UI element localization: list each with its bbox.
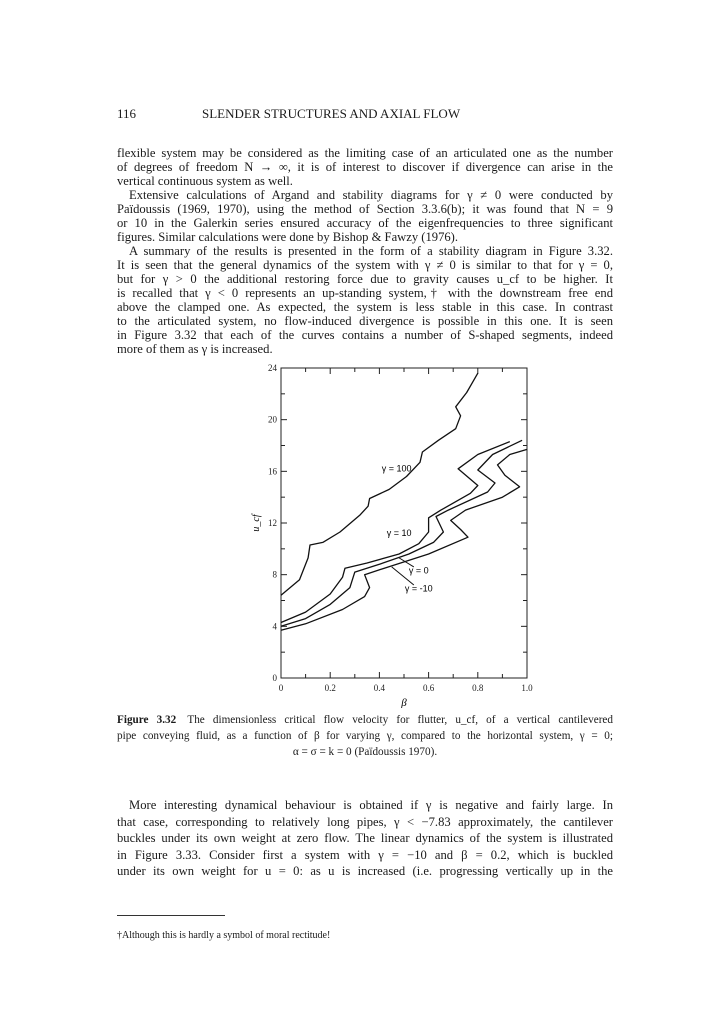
y-tick-label: 20 [268,415,278,425]
text-line: but for γ > 0 the additional restoring f… [117,272,613,286]
x-tick-label: 0.4 [374,683,386,693]
x-axis-label: β [400,697,407,708]
pointer-line [398,557,415,568]
x-tick-label: 0 [279,683,284,693]
running-title: SLENDER STRUCTURES AND AXIAL FLOW [202,106,461,121]
caption-line: α = σ = k = 0 (Païdoussis 1970). [292,746,438,758]
text-line: of degrees of freedom N → ∞, it is of in… [117,160,613,174]
text-line: figures. Similar calculations were done … [117,230,459,244]
text-line: more of them as γ is increased. [117,342,273,356]
y-tick-label: 0 [273,673,278,683]
caption-line: pipe conveying fluid, as a function of β… [117,730,613,742]
text-line: It is seen that the general dynamics of … [117,258,613,272]
text-line: in Figure 3.33. Consider first a system … [117,848,613,862]
text-line: vertical continuous system as well. [117,174,293,188]
text-line: is recalled that γ < 0 represents an up-… [117,286,613,300]
text-line: under its own weight for u = 0: as u is … [117,864,613,878]
text-line: above the clamped one. As expected, the … [117,300,613,314]
text-line: or 10 in the Galerkin series ensured acc… [117,216,613,230]
caption-label: Figure 3.32 [117,714,177,726]
y-tick-label: 24 [268,363,278,373]
text-line: flexible system may be considered as the… [117,146,613,160]
x-tick-label: 0.6 [423,683,435,693]
footnote-rule [117,915,225,916]
page-number: 116 [117,106,137,121]
series-label: γ = 0 [409,565,429,575]
series-label: γ = 100 [382,463,412,473]
text-line: buckles under its own weight at zero flo… [117,831,613,845]
text-line: that case, corresponding to relatively l… [117,815,613,829]
text-line: A summary of the results is presented in… [129,244,613,258]
text-line: Extensive calculations of Argand and sta… [129,188,613,202]
series-curve [280,448,528,631]
y-axis-label: u_cf [251,513,262,531]
series-curve [280,372,479,596]
y-tick-label: 8 [273,570,278,580]
series-label: γ = -10 [405,583,433,593]
caption-text: The dimensionless critical flow velocity… [187,714,613,726]
y-tick-label: 4 [273,621,278,631]
pointer-line [391,566,415,586]
series-curve [280,440,511,624]
text-line: More interesting dynamical behaviour is … [129,798,613,812]
y-tick-label: 16 [268,466,278,476]
x-tick-label: 0.2 [325,683,336,693]
stability-chart: 0 0.2 0.4 0.6 0.8 1.0 0 4 8 12 16 20 24 β u_cf γ = 100 γ… [251,363,533,708]
caption-line: Figure 3.32 The dimensionless critical f… [117,713,613,727]
x-tick-label: 1.0 [521,683,533,693]
text-line: to the articulated system, no flow-induc… [117,314,613,328]
text-line: Païdoussis (1969, 1970), using the metho… [117,202,613,216]
series-label: γ = 10 [387,528,412,538]
text-line: in Figure 3.32 that each of the curves c… [117,328,613,342]
footnote: †Although this is hardly a symbol of mor… [117,930,331,941]
plot-frame [280,367,528,679]
y-tick-label: 12 [268,518,277,528]
series-curve [280,439,523,627]
x-tick-label: 0.8 [472,683,484,693]
